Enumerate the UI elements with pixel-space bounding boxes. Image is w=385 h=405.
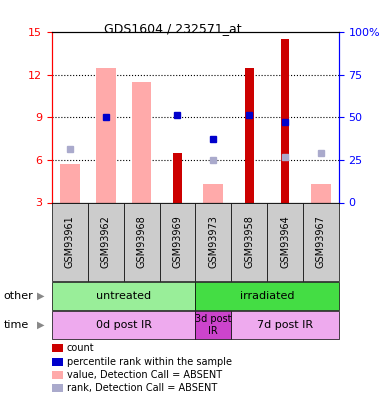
Bar: [52, 282, 195, 310]
Text: value, Detection Call = ABSENT: value, Detection Call = ABSENT: [67, 370, 222, 380]
Bar: [159, 202, 196, 281]
Bar: [124, 202, 159, 281]
Text: time: time: [4, 320, 29, 330]
Text: 3d post
IR: 3d post IR: [195, 314, 231, 336]
Bar: [195, 311, 231, 339]
Text: GSM93973: GSM93973: [208, 215, 218, 269]
Text: rank, Detection Call = ABSENT: rank, Detection Call = ABSENT: [67, 384, 217, 393]
Text: irradiated: irradiated: [240, 291, 295, 301]
Text: 0d post IR: 0d post IR: [96, 320, 152, 330]
Text: ▶: ▶: [37, 291, 44, 301]
Bar: [195, 202, 231, 281]
Text: GDS1604 / 232571_at: GDS1604 / 232571_at: [104, 22, 242, 35]
Bar: [303, 202, 339, 281]
Bar: [281, 40, 290, 202]
Bar: [195, 282, 339, 310]
Text: other: other: [4, 291, 33, 301]
Text: GSM93968: GSM93968: [137, 215, 147, 269]
Bar: [96, 68, 115, 202]
Bar: [311, 184, 331, 202]
Bar: [231, 202, 267, 281]
Text: untreated: untreated: [96, 291, 151, 301]
Text: GSM93958: GSM93958: [244, 215, 254, 269]
Text: count: count: [67, 343, 94, 353]
Text: percentile rank within the sample: percentile rank within the sample: [67, 357, 232, 367]
Bar: [267, 202, 303, 281]
Text: 7d post IR: 7d post IR: [257, 320, 313, 330]
Bar: [88, 202, 124, 281]
Text: GSM93967: GSM93967: [316, 215, 326, 269]
Bar: [132, 82, 151, 202]
Bar: [60, 164, 80, 202]
Text: GSM93964: GSM93964: [280, 215, 290, 269]
Bar: [173, 153, 182, 202]
Text: GSM93961: GSM93961: [65, 215, 75, 269]
Bar: [231, 311, 339, 339]
Text: ▶: ▶: [37, 320, 44, 330]
Bar: [245, 68, 254, 202]
Bar: [203, 184, 223, 202]
Text: GSM93969: GSM93969: [172, 215, 182, 269]
Bar: [52, 202, 88, 281]
Text: GSM93962: GSM93962: [101, 215, 111, 269]
Bar: [52, 311, 195, 339]
